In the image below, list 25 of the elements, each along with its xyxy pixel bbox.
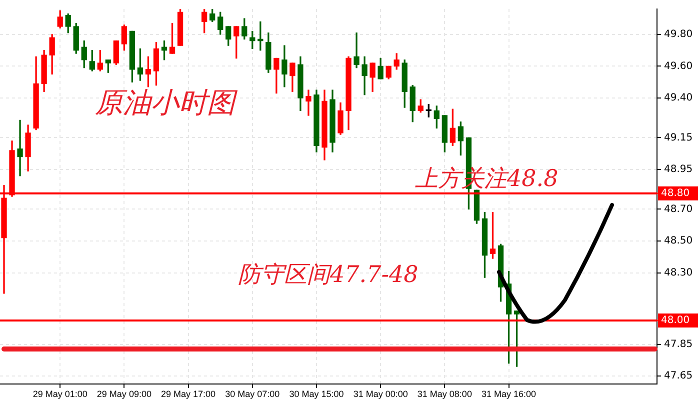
x-tick-label: 31 May 16:00 (482, 388, 536, 399)
y-tick-label: 48.95 (664, 164, 693, 176)
y-tick-label: 47.65 (664, 370, 693, 382)
y-tick-label: 48.70 (664, 204, 693, 215)
x-tick-label: 29 May 01:00 (32, 388, 88, 399)
x-tick-label: 30 May 07:00 (225, 388, 280, 399)
x-tick-label: 29 May 17:00 (161, 388, 216, 399)
y-tick-label: 48.30 (664, 267, 693, 278)
y-tick-label: 49.80 (664, 29, 693, 40)
y-tick-label: 48.50 (664, 236, 693, 247)
ref-line-label: 48.80 (661, 188, 690, 199)
x-tick-label: 31 May 08:00 (417, 388, 472, 399)
candlestick (17, 120, 23, 176)
x-tick-label: 31 May 00:00 (353, 388, 408, 399)
y-tick-label: 49.15 (664, 132, 693, 144)
annotation: 防守区间47.7-48 (238, 262, 418, 288)
y-tick-label: 47.85 (664, 338, 693, 350)
x-tick-label: 30 May 15:00 (289, 388, 344, 399)
x-tick-label: 29 May 09:00 (96, 388, 152, 399)
text: 原油小时图 (95, 86, 238, 119)
candlestick (354, 32, 360, 68)
candlestick (306, 90, 312, 116)
y-tick-label: 49.60 (664, 60, 693, 72)
ref-line-label: 48.00 (661, 315, 690, 326)
y-tick-label: 49.40 (664, 92, 693, 104)
